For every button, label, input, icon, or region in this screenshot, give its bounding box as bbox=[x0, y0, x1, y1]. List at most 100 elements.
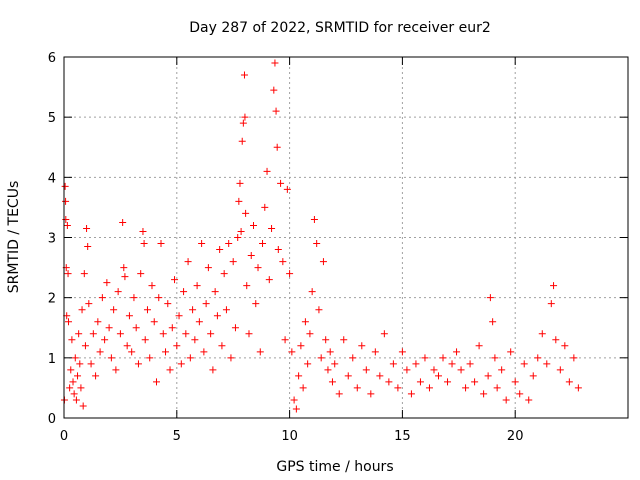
data-point bbox=[520, 360, 528, 368]
data-point bbox=[209, 366, 217, 374]
data-point bbox=[324, 366, 332, 374]
data-point bbox=[173, 342, 181, 350]
data-point bbox=[76, 360, 84, 368]
data-point bbox=[247, 252, 255, 260]
data-point bbox=[184, 258, 192, 266]
grid bbox=[64, 57, 628, 418]
data-point bbox=[236, 179, 244, 187]
data-point bbox=[171, 276, 179, 284]
data-point bbox=[182, 330, 190, 338]
data-point bbox=[430, 366, 438, 374]
data-point bbox=[453, 348, 461, 356]
x-tick-label: 15 bbox=[394, 429, 411, 444]
data-point bbox=[116, 330, 124, 338]
data-point bbox=[200, 348, 208, 356]
data-point bbox=[195, 318, 203, 326]
data-point bbox=[123, 342, 131, 350]
data-point bbox=[237, 227, 245, 235]
data-point bbox=[261, 203, 269, 211]
data-point bbox=[64, 270, 72, 278]
data-point bbox=[243, 282, 251, 290]
data-point bbox=[98, 294, 106, 302]
data-point bbox=[534, 354, 542, 362]
data-point bbox=[213, 312, 221, 320]
data-point bbox=[242, 209, 250, 217]
data-point bbox=[561, 342, 569, 350]
data-point bbox=[281, 336, 289, 344]
data-point bbox=[191, 336, 199, 344]
x-axis-label: GPS time / hours bbox=[276, 459, 393, 475]
data-point bbox=[304, 360, 312, 368]
x-tick-label: 0 bbox=[60, 429, 68, 444]
data-point bbox=[63, 221, 71, 229]
data-point bbox=[101, 336, 109, 344]
x-tick-label: 20 bbox=[507, 429, 524, 444]
data-point bbox=[462, 384, 470, 392]
data-points bbox=[60, 59, 582, 413]
data-point bbox=[268, 224, 276, 232]
data-point bbox=[84, 243, 92, 251]
data-point bbox=[241, 113, 249, 121]
data-point bbox=[491, 354, 499, 362]
data-point bbox=[259, 240, 267, 248]
data-point bbox=[349, 354, 357, 362]
data-point bbox=[331, 360, 339, 368]
data-point bbox=[202, 300, 210, 308]
data-point bbox=[317, 354, 325, 362]
data-point bbox=[297, 342, 305, 350]
data-point bbox=[493, 384, 501, 392]
data-point bbox=[61, 182, 69, 190]
data-point bbox=[254, 264, 262, 272]
data-point bbox=[103, 279, 111, 287]
data-point bbox=[65, 318, 73, 326]
data-point bbox=[322, 336, 330, 344]
data-point bbox=[301, 318, 309, 326]
data-point bbox=[155, 294, 163, 302]
data-point bbox=[211, 288, 219, 296]
data-point bbox=[380, 330, 388, 338]
data-point bbox=[538, 330, 546, 338]
data-point bbox=[286, 270, 294, 278]
data-point bbox=[326, 348, 334, 356]
data-point bbox=[177, 360, 185, 368]
data-point bbox=[434, 372, 442, 380]
data-point bbox=[141, 336, 149, 344]
data-point bbox=[69, 378, 77, 386]
data-point bbox=[120, 264, 128, 272]
data-point bbox=[486, 294, 494, 302]
data-point bbox=[225, 240, 233, 248]
data-point bbox=[511, 378, 519, 386]
data-point bbox=[340, 336, 348, 344]
axis-ticks bbox=[63, 56, 628, 419]
data-point bbox=[114, 288, 122, 296]
y-axis-label: SRMTID / TECUs bbox=[6, 181, 22, 294]
data-point bbox=[148, 282, 156, 290]
data-point bbox=[238, 137, 246, 145]
data-point bbox=[274, 246, 282, 254]
data-point bbox=[72, 396, 80, 404]
x-tick-label: 5 bbox=[173, 429, 181, 444]
data-point bbox=[484, 372, 492, 380]
data-point bbox=[96, 348, 104, 356]
y-tick-label: 6 bbox=[48, 51, 56, 66]
data-point bbox=[137, 270, 145, 278]
data-point bbox=[525, 396, 533, 404]
data-point bbox=[376, 372, 384, 380]
data-point bbox=[227, 354, 235, 362]
data-point bbox=[218, 342, 226, 350]
data-point bbox=[125, 312, 133, 320]
data-point bbox=[189, 306, 197, 314]
data-point bbox=[403, 366, 411, 374]
data-point bbox=[412, 360, 420, 368]
data-point bbox=[77, 384, 85, 392]
data-point bbox=[306, 330, 314, 338]
data-point bbox=[75, 330, 83, 338]
data-point bbox=[475, 342, 483, 350]
data-point bbox=[502, 396, 510, 404]
data-point bbox=[80, 270, 88, 278]
data-point bbox=[279, 258, 287, 266]
data-point bbox=[529, 372, 537, 380]
data-point bbox=[107, 354, 115, 362]
data-point bbox=[308, 288, 316, 296]
data-point bbox=[62, 215, 70, 223]
